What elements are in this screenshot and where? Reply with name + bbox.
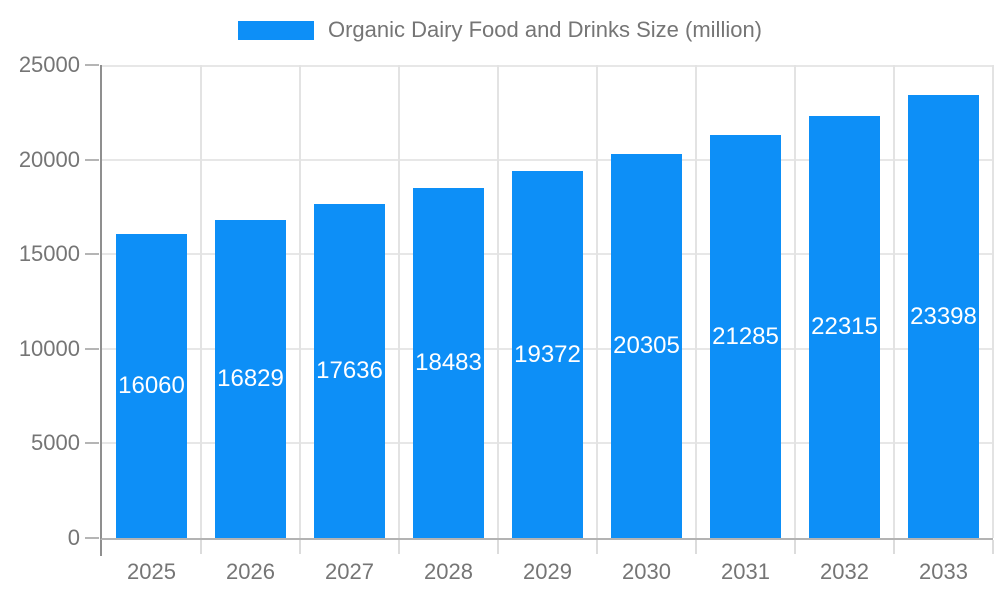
plot-area: 16060 16829 17636 18483 19372 20305 21285 22315… [100, 65, 994, 540]
bar-value-label: 19372 [514, 340, 581, 368]
legend[interactable]: Organic Dairy Food and Drinks Size (mill… [0, 17, 1000, 43]
x-axis-tick-label: 2030 [622, 559, 671, 584]
x-axis-tick-label: 2032 [820, 559, 869, 584]
x-axis-tick-label: 2028 [424, 559, 473, 584]
x-tick-mark [596, 540, 598, 554]
y-axis-tick-label: 20000 [18, 146, 80, 172]
y-axis-tick-label: 5000 [31, 430, 80, 456]
y-tick-mark [85, 347, 99, 350]
y-axis-tick-label: 10000 [18, 335, 80, 361]
bar: 20305 [611, 153, 682, 538]
x-axis-tick-label: 2025 [127, 559, 176, 584]
gridline-vertical [496, 65, 499, 538]
x-tick-mark [794, 540, 796, 554]
bar-value-label: 16829 [217, 364, 284, 392]
gridline-vertical [199, 65, 202, 538]
y-axis-tick-label: 0 [67, 525, 80, 550]
y-tick-mark [85, 253, 99, 256]
y-axis-tick-label: 15000 [18, 241, 80, 267]
bar: 16060 [116, 234, 187, 538]
gridline-horizontal [102, 158, 993, 161]
gridline-vertical [892, 65, 895, 538]
gridline-vertical [397, 65, 400, 538]
y-axis-tick-label: 25000 [18, 52, 80, 77]
y-tick-mark [85, 158, 99, 161]
bar-value-label: 16060 [118, 372, 185, 400]
x-tick-mark [992, 540, 994, 554]
x-tick-mark [398, 540, 400, 554]
x-axis-tick-label: 2033 [919, 559, 968, 584]
gridline-vertical [298, 65, 301, 538]
gridline-horizontal [102, 65, 993, 67]
y-tick-mark [85, 537, 99, 539]
x-tick-mark [299, 540, 301, 554]
y-tick-mark [85, 64, 99, 66]
bar: 22315 [809, 115, 880, 538]
bar-value-label: 18483 [415, 349, 482, 377]
bar: 23398 [908, 95, 979, 538]
y-tick-mark [85, 442, 99, 445]
bar-value-label: 20305 [613, 331, 680, 359]
bar-value-label: 22315 [811, 312, 878, 340]
x-axis-tick-label: 2027 [325, 559, 374, 584]
bar: 21285 [710, 135, 781, 538]
x-tick-mark [200, 540, 202, 554]
x-axis-tick-label: 2026 [226, 559, 275, 584]
x-tick-mark [695, 540, 697, 554]
gridline-vertical [596, 65, 598, 538]
gridline-vertical [992, 65, 994, 538]
x-tick-mark [497, 540, 499, 554]
bar-value-label: 17636 [316, 357, 383, 385]
y-axis-line-extension [100, 540, 102, 556]
gridline-vertical [694, 65, 697, 538]
bar: 17636 [314, 204, 385, 538]
bar: 16829 [215, 219, 286, 538]
x-axis-tick-label: 2029 [523, 559, 572, 584]
x-tick-mark [893, 540, 895, 554]
gridline-vertical [794, 65, 796, 538]
legend-label: Organic Dairy Food and Drinks Size (mill… [327, 17, 763, 42]
bar: 18483 [413, 188, 484, 538]
bar-value-label: 23398 [910, 302, 977, 330]
x-axis-tick-label: 2031 [721, 559, 770, 584]
bar-value-label: 21285 [712, 322, 779, 350]
bar: 19372 [512, 171, 583, 538]
legend-swatch [237, 20, 314, 40]
